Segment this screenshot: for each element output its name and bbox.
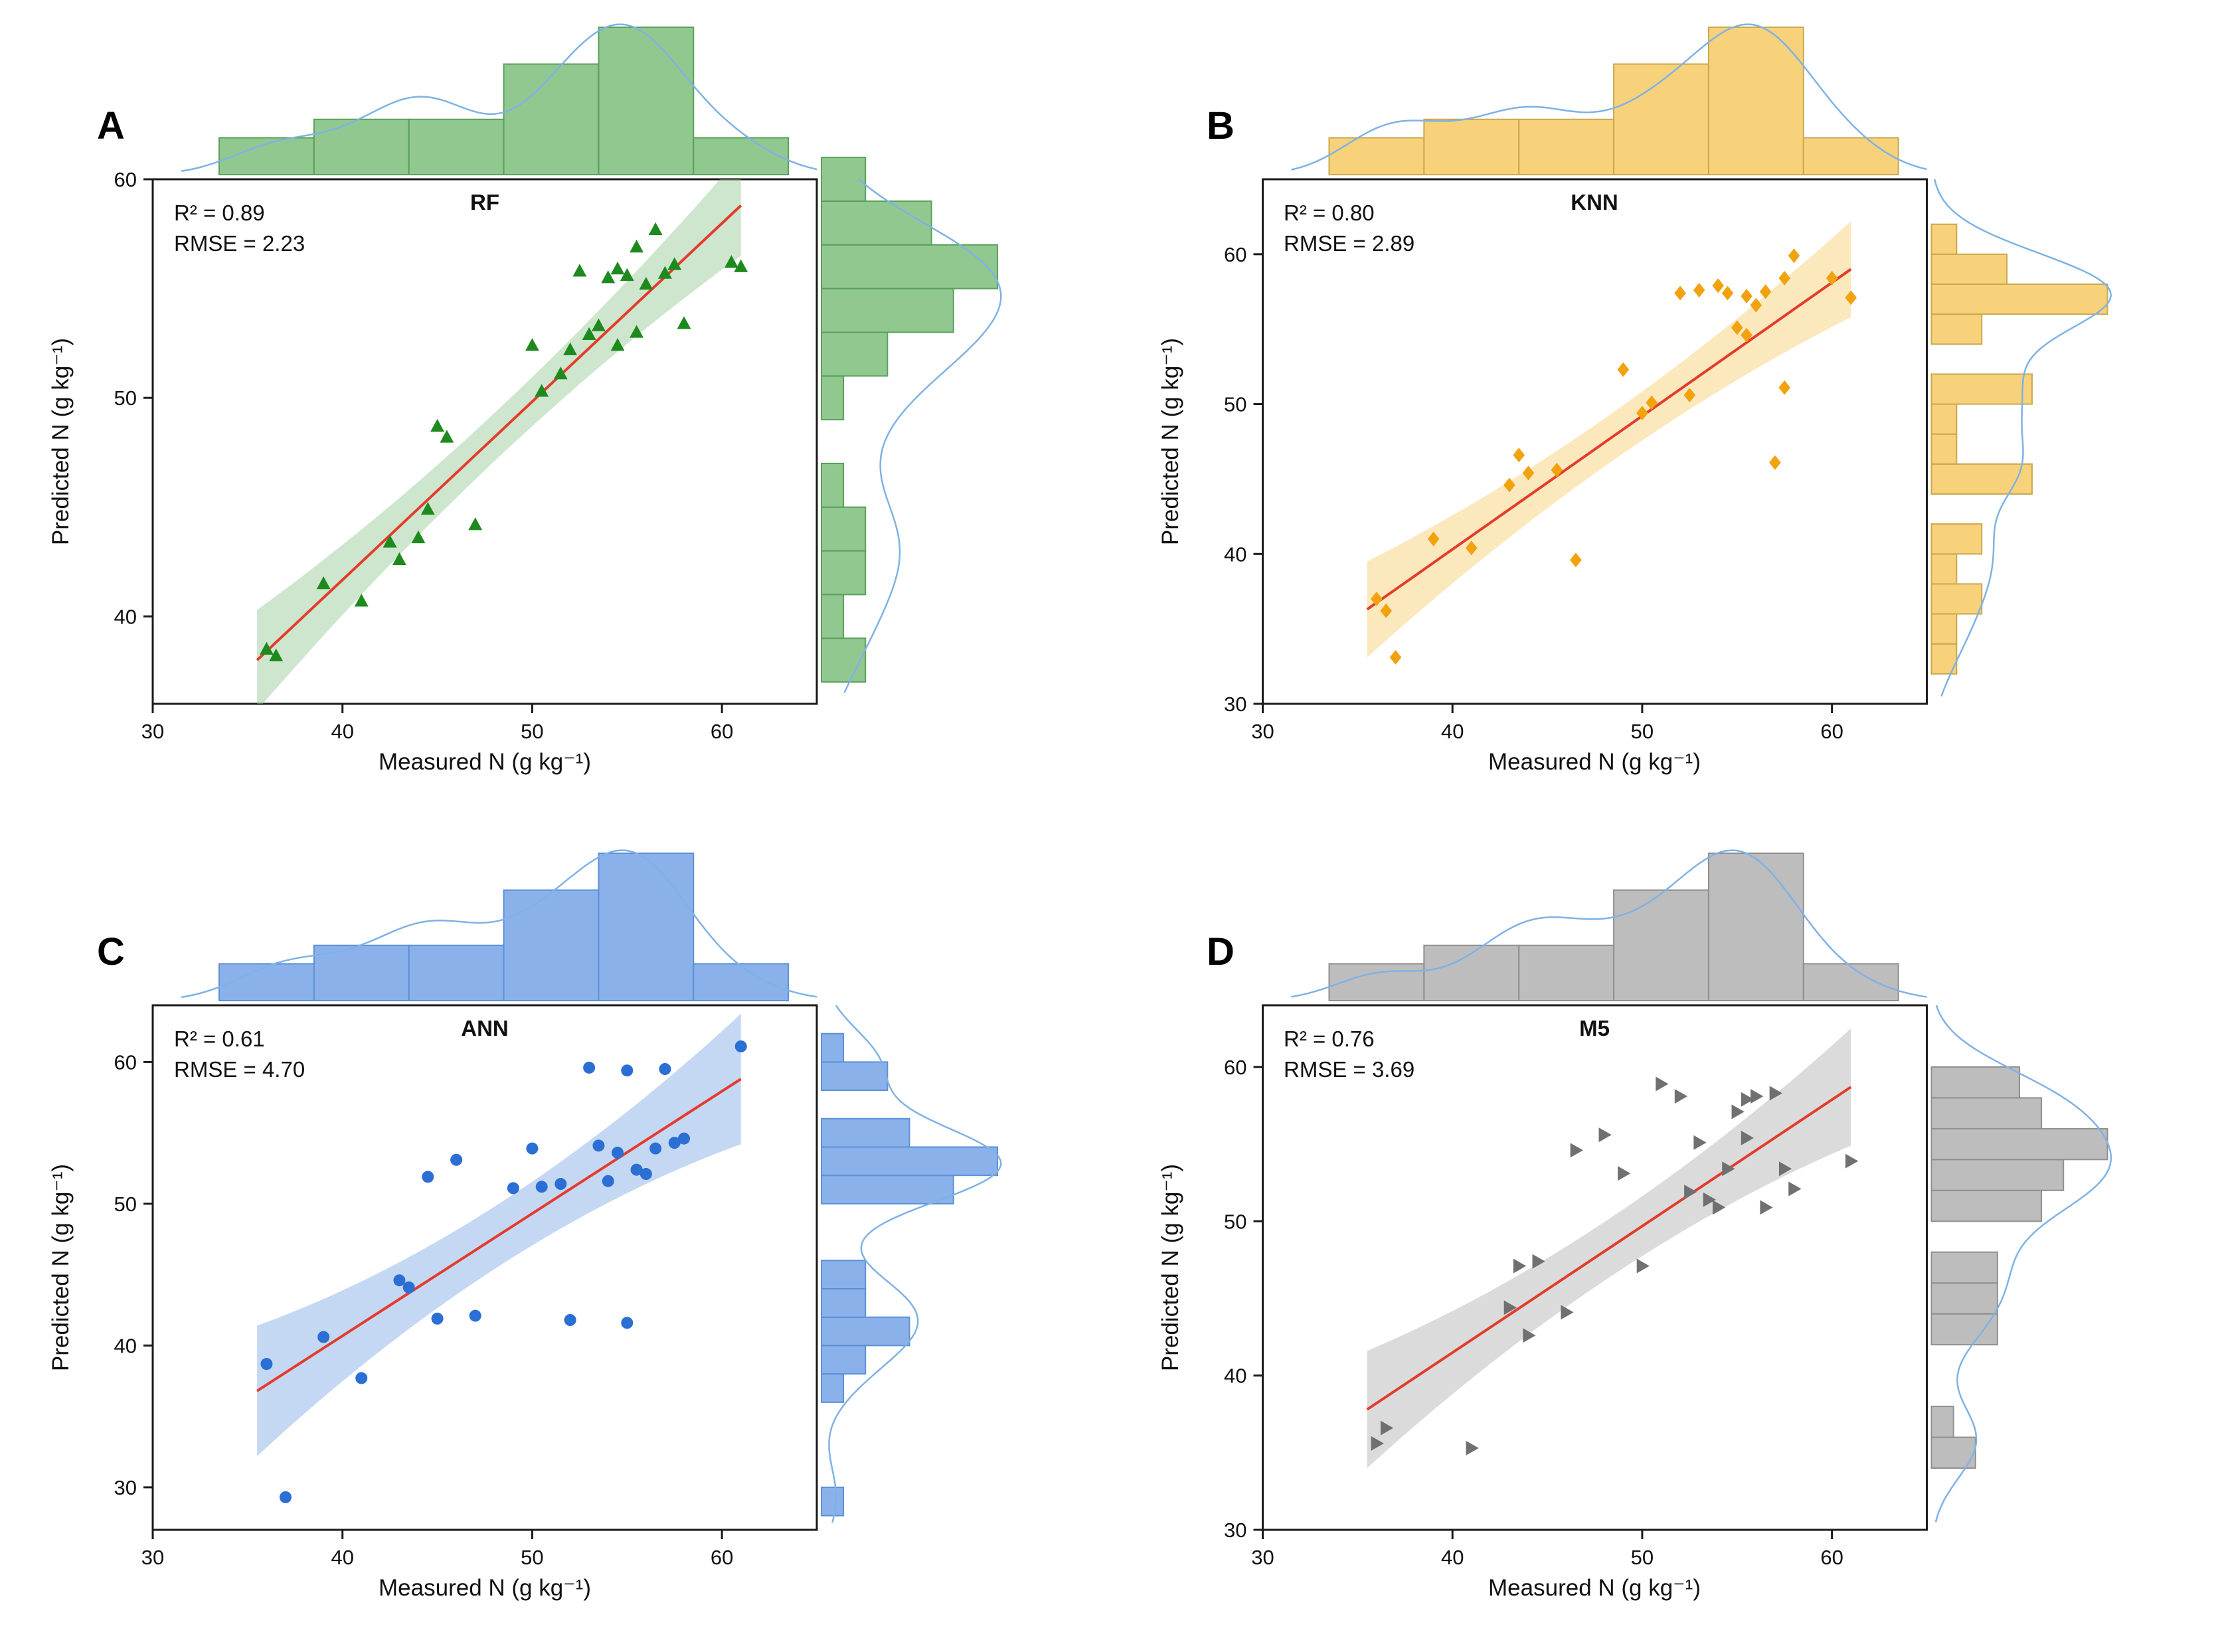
svg-text:40: 40 [1441,720,1464,743]
stats-block-knn: R² = 0.80 RMSE = 2.89 [1284,198,1414,259]
panel-knn: 30 40 50 60 30 40 50 60 B KNN R² = 0.80 RMSE = … [1110,0,2220,826]
svg-text:60: 60 [711,1546,733,1569]
svg-text:40: 40 [114,1334,137,1357]
model-title-knn: KNN [1571,190,1618,214]
model-title-ann: ANN [461,1016,509,1040]
svg-text:40: 40 [1224,1364,1246,1388]
r2-text: R² = 0.61 [174,1027,265,1051]
stats-block-ann: R² = 0.61 RMSE = 4.70 [174,1024,305,1085]
svg-text:50: 50 [1224,1210,1246,1233]
svg-text:30: 30 [141,720,164,743]
jointplot-knn-chart: 30 40 50 60 30 40 50 60 [1224,23,2112,743]
x-axis-label: Measured N (g kg⁻¹) [379,749,591,775]
rmse-text: RMSE = 2.89 [1284,231,1415,256]
svg-text:40: 40 [331,1546,353,1569]
panel-label-c: C [97,930,125,973]
svg-text:30: 30 [1224,1519,1246,1542]
svg-text:50: 50 [114,386,137,410]
svg-text:50: 50 [1224,393,1246,416]
svg-text:50: 50 [114,1193,137,1216]
rmse-text: RMSE = 2.23 [174,231,305,256]
svg-text:50: 50 [1631,720,1654,743]
panel-label-b: B [1207,104,1235,147]
x-axis-label: Measured N (g kg⁻¹) [379,1575,591,1601]
svg-text:50: 50 [1631,1546,1654,1569]
r2-text: R² = 0.76 [1284,1027,1375,1051]
panel-label-a: A [97,104,125,147]
svg-text:60: 60 [1224,243,1246,266]
y-axis-label: Predicted N (g kg⁻¹) [48,337,74,546]
rmse-text: RMSE = 3.69 [1284,1057,1415,1082]
x-axis-label: Measured N (g kg⁻¹) [1488,749,1701,775]
model-title-m5: M5 [1579,1016,1610,1040]
svg-text:60: 60 [1820,720,1843,743]
svg-text:30: 30 [114,1476,137,1499]
svg-text:30: 30 [1251,1546,1274,1569]
svg-text:60: 60 [1820,1546,1843,1569]
panel-rf: 30 40 50 60 40 50 60 A RF R² = 0.89 RMSE = 2.2… [0,0,1110,826]
svg-text:50: 50 [521,1546,543,1569]
jointplot-ann-chart: 30 40 50 60 30 40 50 60 [114,849,1002,1569]
jointplot-m5-chart: 30 40 50 60 30 40 50 60 [1224,849,2112,1569]
panel-ann: 30 40 50 60 30 40 50 60 C ANN R² = 0.61 RMSE = … [0,826,1110,1652]
r2-text: R² = 0.80 [1284,201,1375,225]
y-axis-label: Predicted N (g kg⁻¹) [1157,337,1183,546]
svg-text:30: 30 [1224,693,1246,716]
stats-block-m5: R² = 0.76 RMSE = 3.69 [1284,1024,1414,1085]
svg-text:40: 40 [114,605,137,628]
stats-block-rf: R² = 0.89 RMSE = 2.23 [174,198,305,259]
rmse-text: RMSE = 4.70 [174,1057,305,1082]
svg-text:30: 30 [1251,720,1274,743]
panel-label-d: D [1207,930,1235,973]
model-title-rf: RF [470,190,499,214]
x-axis-label: Measured N (g kg⁻¹) [1488,1575,1701,1601]
svg-text:30: 30 [141,1546,164,1569]
y-axis-label: Predicted N (g kg⁻¹) [1157,1163,1183,1372]
r2-text: R² = 0.89 [174,201,265,225]
svg-text:40: 40 [331,720,353,743]
svg-text:40: 40 [1224,542,1246,566]
svg-text:60: 60 [114,1050,137,1074]
jointplot-rf-chart: 30 40 50 60 40 50 60 [114,23,1002,743]
panel-m5: 30 40 50 60 30 40 50 60 D M5 R² = 0.76 RMSE = 3… [1110,826,2220,1652]
svg-text:40: 40 [1441,1546,1464,1569]
svg-text:60: 60 [1224,1056,1246,1079]
svg-text:60: 60 [114,168,137,191]
y-axis-label: Predicted N (g kg⁻¹) [48,1163,74,1372]
svg-text:50: 50 [521,720,543,743]
svg-text:60: 60 [711,720,733,743]
